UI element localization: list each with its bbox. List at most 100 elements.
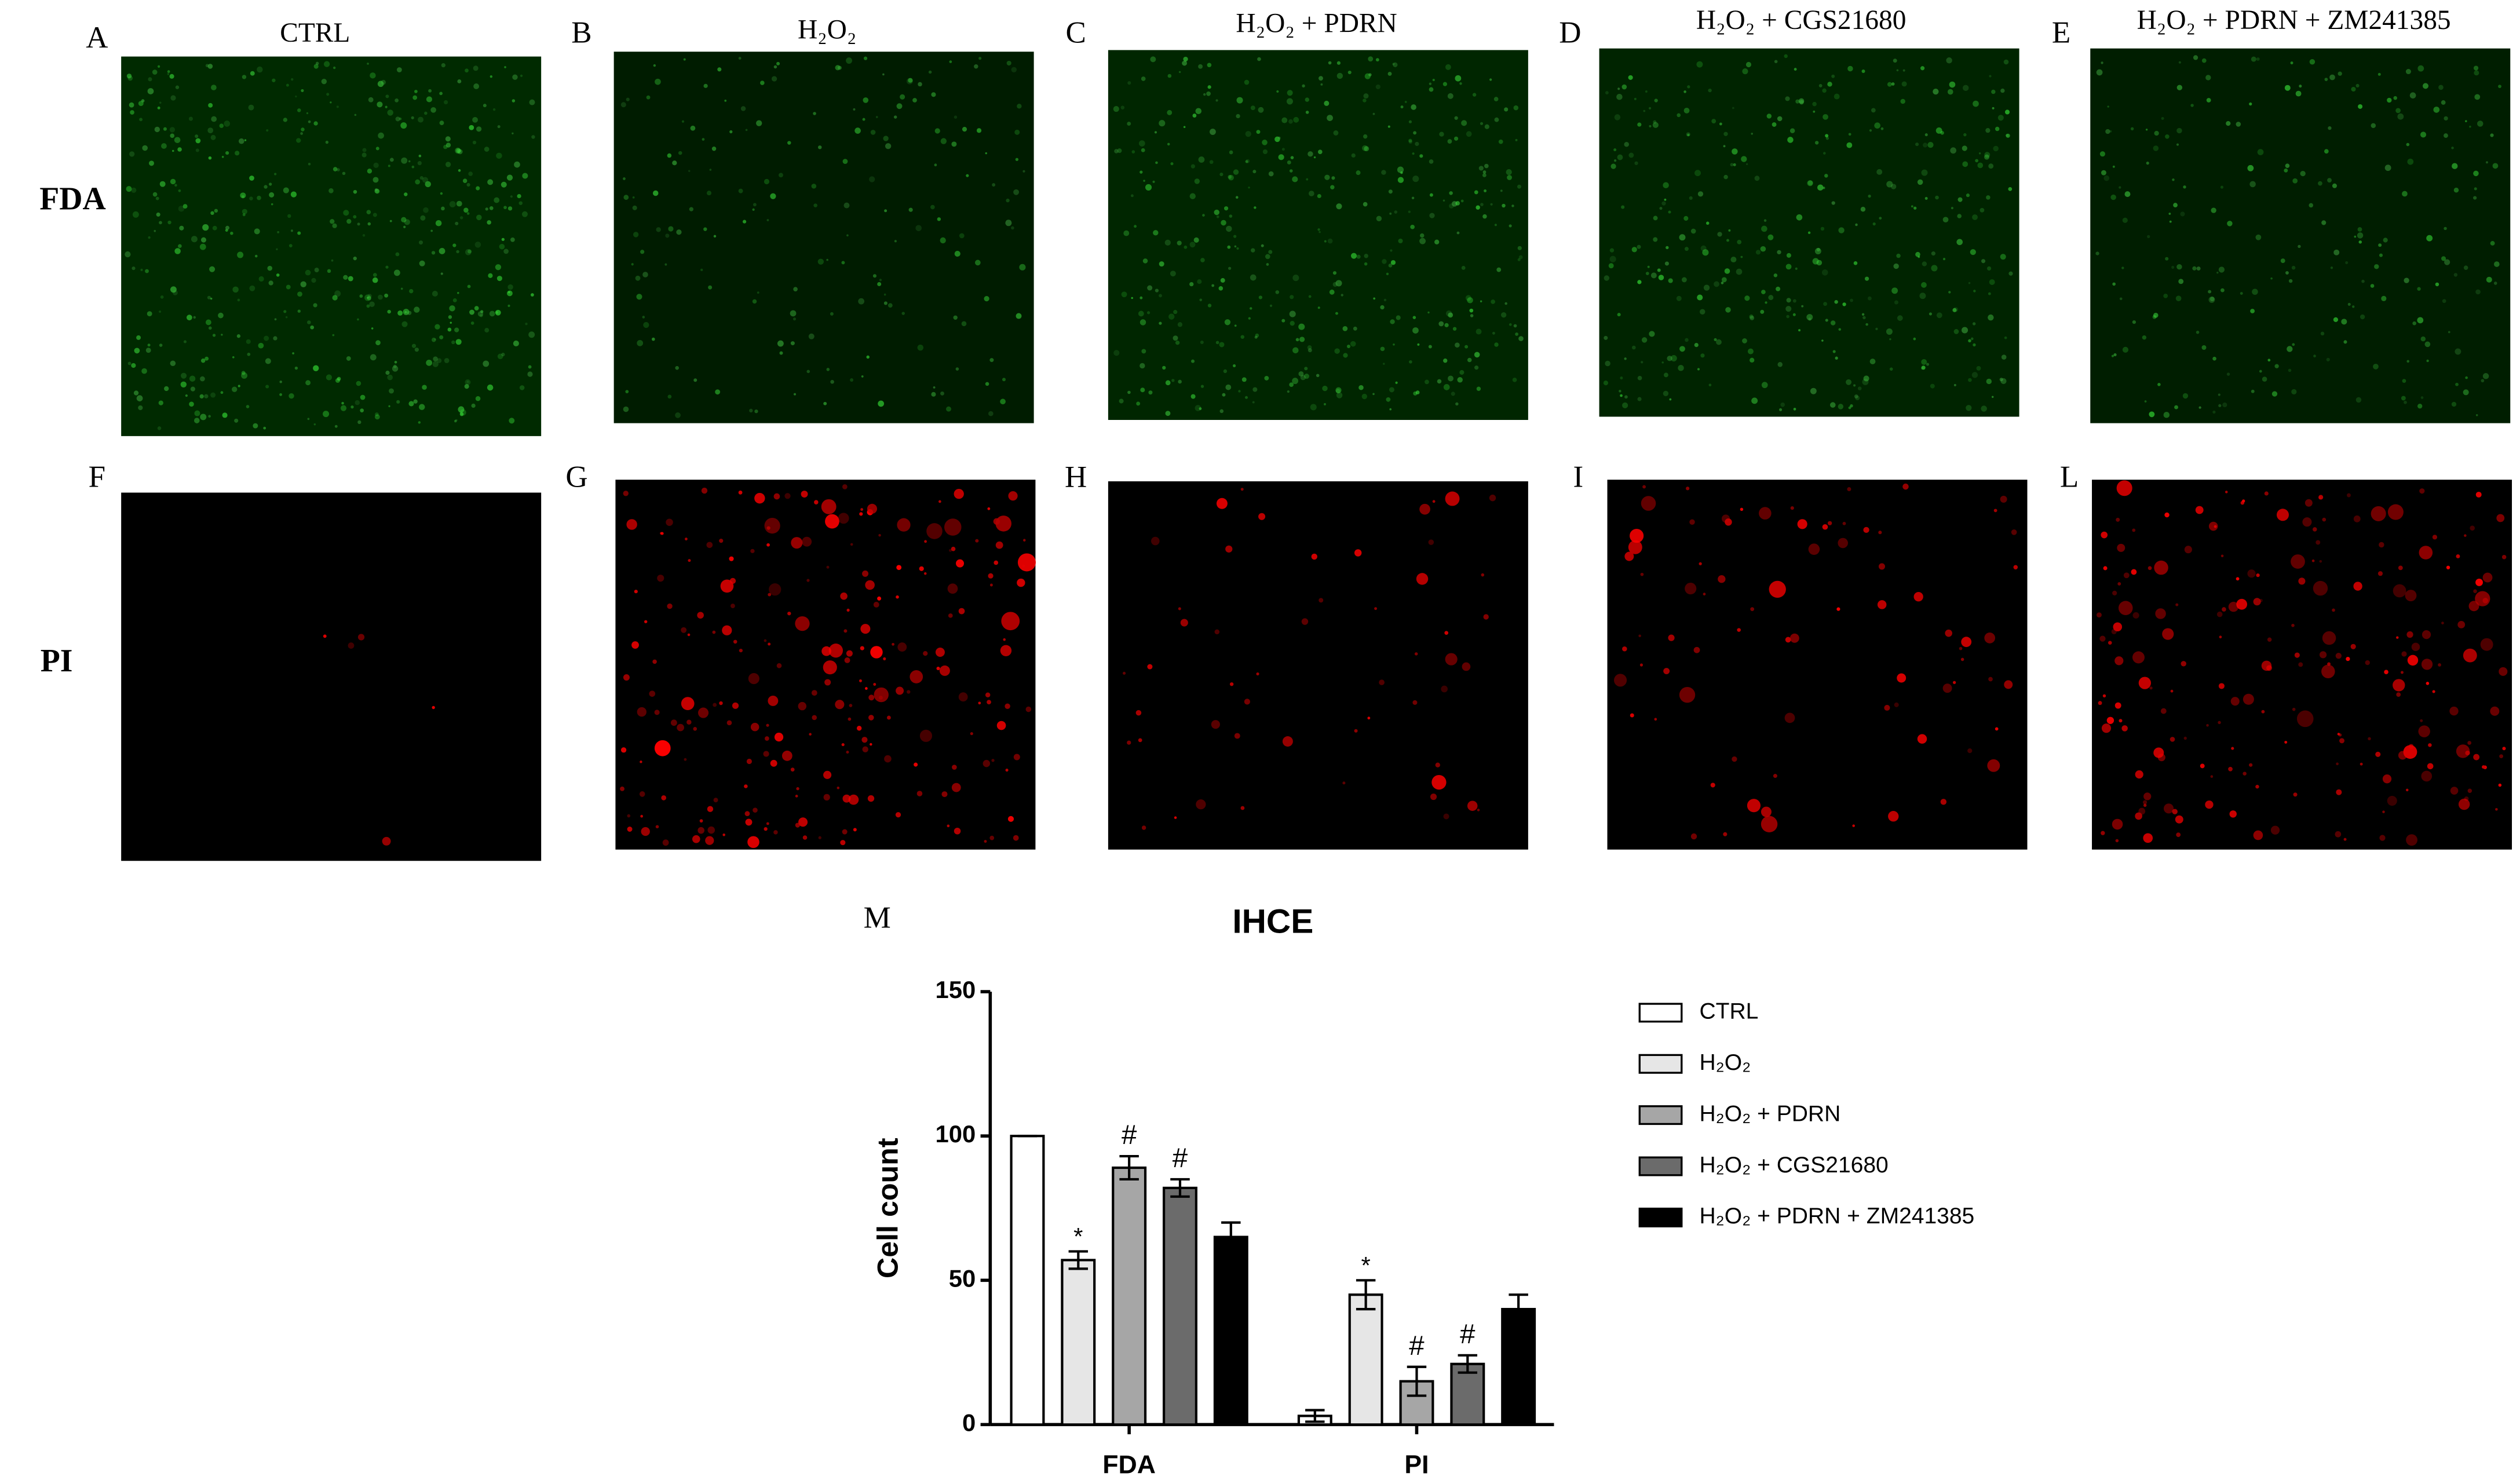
micrograph-spot bbox=[939, 665, 950, 676]
micrograph-spot bbox=[1641, 361, 1644, 364]
micrograph-spot bbox=[1830, 320, 1836, 326]
micrograph-spot bbox=[1822, 524, 1828, 530]
micrograph-spot bbox=[1970, 249, 1976, 255]
micrograph-spot bbox=[2178, 61, 2181, 64]
micrograph-spot bbox=[439, 248, 445, 254]
micrograph-spot bbox=[1723, 145, 1726, 148]
micrograph-spot bbox=[1363, 93, 1369, 99]
micrograph-spot bbox=[1438, 321, 1444, 327]
micrograph-spot bbox=[2146, 162, 2149, 165]
micrograph-spot bbox=[2345, 261, 2349, 265]
micrograph-spot bbox=[1248, 187, 1250, 189]
micrograph-spot bbox=[510, 237, 515, 242]
micrograph-spot bbox=[1683, 107, 1690, 114]
micrograph-spot bbox=[1792, 313, 1796, 316]
micrograph-spot bbox=[483, 104, 487, 108]
micrograph-spot bbox=[2444, 116, 2448, 121]
micrograph-spot bbox=[1677, 113, 1681, 118]
micrograph-spot bbox=[1376, 215, 1382, 221]
micrograph-spot bbox=[1248, 317, 1251, 320]
micrograph-spot bbox=[1222, 393, 1226, 397]
micrograph-spot bbox=[1816, 247, 1821, 252]
micrograph-spot bbox=[2360, 314, 2365, 320]
micrograph-spot bbox=[750, 722, 759, 732]
micrograph-spot bbox=[795, 823, 800, 828]
micrograph-spot bbox=[1236, 97, 1243, 104]
micrograph-spot bbox=[514, 161, 520, 168]
micrograph-spot bbox=[1848, 133, 1851, 136]
micrograph-spot bbox=[525, 323, 528, 326]
micrograph-spot bbox=[2195, 506, 2204, 514]
micrograph-spot bbox=[408, 401, 414, 407]
micrograph-spot bbox=[2190, 104, 2194, 107]
micrograph-spot bbox=[745, 818, 753, 826]
micrograph-spot bbox=[476, 126, 482, 132]
micrograph-spot bbox=[623, 406, 629, 412]
micrograph-spot bbox=[2169, 220, 2172, 223]
micrograph-spot bbox=[307, 418, 310, 421]
micrograph-spot bbox=[419, 260, 425, 266]
micrograph-spot bbox=[860, 624, 871, 634]
micrograph-spot bbox=[729, 130, 733, 134]
micrograph-spot bbox=[934, 163, 937, 167]
micrograph-spot bbox=[485, 207, 488, 211]
micrograph-spot bbox=[1192, 114, 1197, 118]
micrograph-spot bbox=[372, 213, 377, 217]
micrograph-spot bbox=[846, 750, 849, 754]
micrograph-spot bbox=[1221, 220, 1226, 226]
micrograph-spot bbox=[1963, 133, 1967, 137]
micrograph-spot bbox=[1489, 494, 1496, 502]
micrograph-spot bbox=[1768, 295, 1774, 301]
micrograph-spot bbox=[1481, 573, 1485, 577]
micrograph-spot bbox=[354, 114, 357, 116]
micrograph-spot bbox=[1515, 138, 1518, 141]
micrograph-spot bbox=[326, 374, 333, 381]
micrograph-spot bbox=[2361, 279, 2365, 283]
micrograph-spot bbox=[530, 293, 534, 297]
micrograph-spot bbox=[1986, 266, 1992, 271]
micrograph-spot bbox=[1750, 607, 1755, 612]
micrograph-spot bbox=[2172, 178, 2175, 181]
error-bar bbox=[1068, 1250, 1089, 1270]
micrograph-spot bbox=[2292, 178, 2298, 184]
micrograph-spot bbox=[313, 121, 318, 126]
micrograph-spot bbox=[1730, 163, 1734, 167]
micrograph-spot bbox=[501, 181, 507, 188]
micrograph-spot bbox=[841, 743, 845, 747]
micrograph-spot bbox=[1244, 79, 1250, 85]
micrograph-spot bbox=[2157, 383, 2161, 386]
micrograph-spot bbox=[1670, 355, 1677, 361]
micrograph-spot bbox=[389, 388, 394, 394]
micrograph-spot bbox=[917, 344, 924, 351]
micrograph-spot bbox=[1235, 196, 1239, 199]
micrograph-spot bbox=[2475, 289, 2481, 295]
micrograph-spot bbox=[2357, 232, 2364, 239]
micrograph-spot bbox=[708, 285, 713, 290]
micrograph-spot bbox=[1324, 174, 1330, 180]
micrograph-spot bbox=[1926, 363, 1930, 366]
micrograph-spot bbox=[1755, 250, 1761, 255]
micrograph-spot bbox=[397, 310, 403, 316]
micrograph-spot bbox=[126, 74, 132, 79]
micrograph-spot bbox=[1178, 379, 1182, 384]
micrograph-spot bbox=[861, 737, 868, 743]
micrograph-spot bbox=[1886, 328, 1893, 335]
micrograph-spot bbox=[776, 61, 780, 65]
micrograph-spot bbox=[327, 269, 331, 273]
micrograph-spot bbox=[1496, 267, 1502, 272]
micrograph-spot bbox=[1469, 308, 1474, 313]
y-tick-label: 150 bbox=[935, 976, 976, 1003]
micrograph-spot bbox=[2482, 765, 2485, 769]
micrograph-spot bbox=[265, 385, 269, 389]
micrograph-spot bbox=[401, 157, 408, 164]
micrograph-spot bbox=[1190, 164, 1195, 169]
micrograph-spot bbox=[2176, 85, 2183, 90]
micrograph-spot bbox=[1356, 170, 1361, 176]
micrograph-spot bbox=[2116, 517, 2120, 522]
micrograph-spot bbox=[1268, 250, 1273, 254]
micrograph-spot bbox=[157, 426, 162, 430]
micrograph-spot bbox=[1428, 345, 1432, 349]
micrograph-spot bbox=[2170, 737, 2175, 742]
micrograph-spot bbox=[1412, 316, 1416, 319]
micrograph-spot bbox=[1159, 120, 1166, 127]
